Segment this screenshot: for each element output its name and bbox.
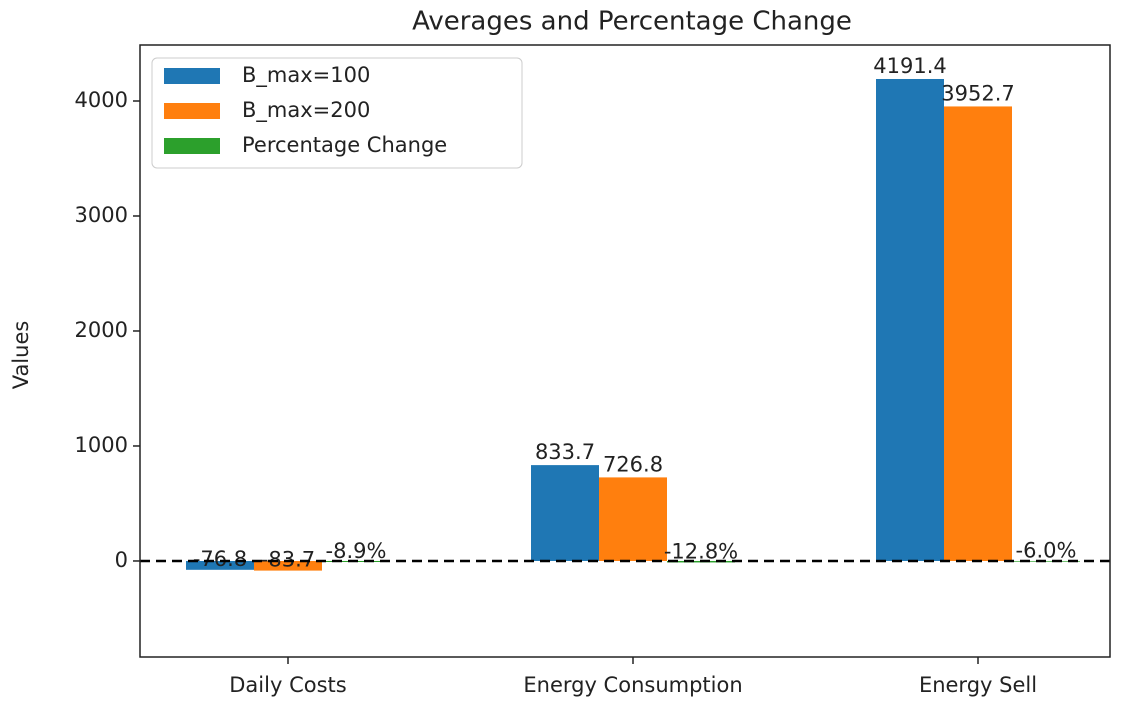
bar — [876, 78, 944, 561]
bar — [944, 106, 1012, 561]
y-tick-label: 3000 — [75, 203, 128, 227]
data-label: -6.0% — [1016, 539, 1077, 563]
legend-label: Percentage Change — [242, 133, 447, 157]
data-label: -76.8 — [193, 547, 247, 571]
data-label: 833.7 — [535, 440, 595, 464]
data-label: -8.9% — [326, 539, 387, 563]
bar — [531, 465, 599, 561]
y-axis-label: Values — [9, 321, 33, 390]
x-tick-label: Energy Sell — [919, 673, 1037, 697]
bar — [599, 477, 667, 561]
legend-box — [151, 57, 523, 169]
data-label: 4191.4 — [873, 54, 946, 78]
x-tick-label: Daily Costs — [229, 673, 346, 697]
y-tick-label: 4000 — [75, 88, 128, 112]
plot-frame — [139, 44, 1111, 658]
legend-swatch — [164, 68, 220, 84]
x-tick-label: Energy Consumption — [523, 673, 742, 697]
y-tick-label: 0 — [115, 548, 128, 572]
legend-label: B_max=200 — [242, 98, 370, 123]
y-tick-label: 1000 — [75, 433, 128, 457]
data-label: -83.7 — [261, 548, 315, 572]
legend-swatch — [164, 138, 220, 154]
data-label: 3952.7 — [941, 81, 1014, 105]
bar — [254, 560, 322, 571]
legend: B_max=100 B_max=200 Percentage Change — [151, 57, 523, 169]
data-label: -12.8% — [664, 539, 738, 563]
legend-swatch — [164, 103, 220, 119]
bar — [186, 560, 254, 570]
y-tick-label: 2000 — [75, 318, 128, 342]
data-label: 726.8 — [603, 452, 663, 476]
chart-title: Averages and Percentage Change — [412, 7, 852, 37]
legend-label: B_max=100 — [242, 63, 370, 88]
